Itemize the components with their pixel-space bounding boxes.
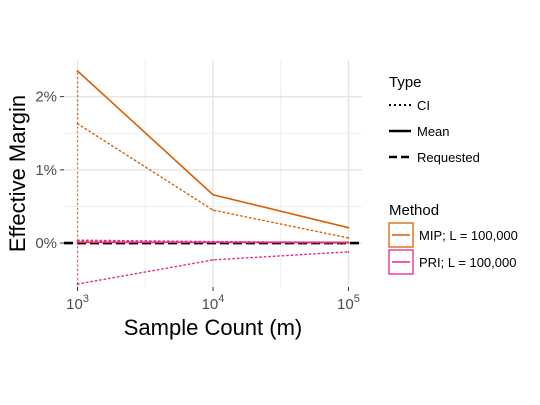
series-pri-ci-point [212, 240, 214, 243]
series-mip-ci-point [212, 209, 214, 211]
legend: Type CI Mean Requested Method MIP; L = 100,00… [388, 74, 518, 275]
legend-label-mean: Mean [417, 124, 450, 139]
series-layer [76, 70, 350, 285]
legend-label-requested: Requested [417, 150, 480, 165]
y-tick-label: 1% [35, 162, 57, 179]
grid [64, 60, 362, 287]
x-tick-label: 103 [66, 293, 89, 313]
x-tick-label: 105 [337, 293, 360, 313]
y-axis-title: Effective Margin [5, 95, 30, 252]
series-mip-mean-point [347, 226, 350, 229]
series-mip-ci-line [76, 123, 350, 239]
legend-label-mip: MIP; L = 100,000 [419, 228, 518, 243]
x-axis-title: Sample Count (m) [124, 315, 303, 340]
series-mip-mean-point [76, 70, 79, 72]
y-tick-label: 2% [35, 89, 57, 106]
legend-type-title: Type [389, 74, 422, 91]
x-tick-label: 104 [202, 293, 225, 313]
y-tick-label: 0% [35, 235, 57, 252]
axes: 0% 1% 2% 103 104 105 Sample Count (m) Effective… [5, 89, 360, 340]
series-pri-ci-line [76, 251, 350, 285]
series-pri-ci-point [347, 241, 350, 244]
series-mip-ci-point [347, 237, 350, 239]
series-pri-ci-point [212, 259, 214, 261]
series-mip-mean-point [212, 193, 214, 196]
legend-label-pri: PRI; L = 100,000 [419, 255, 516, 270]
legend-method-title: Method [389, 202, 439, 219]
legend-label-ci: CI [417, 98, 430, 113]
series-pri-ci-point [347, 251, 350, 253]
